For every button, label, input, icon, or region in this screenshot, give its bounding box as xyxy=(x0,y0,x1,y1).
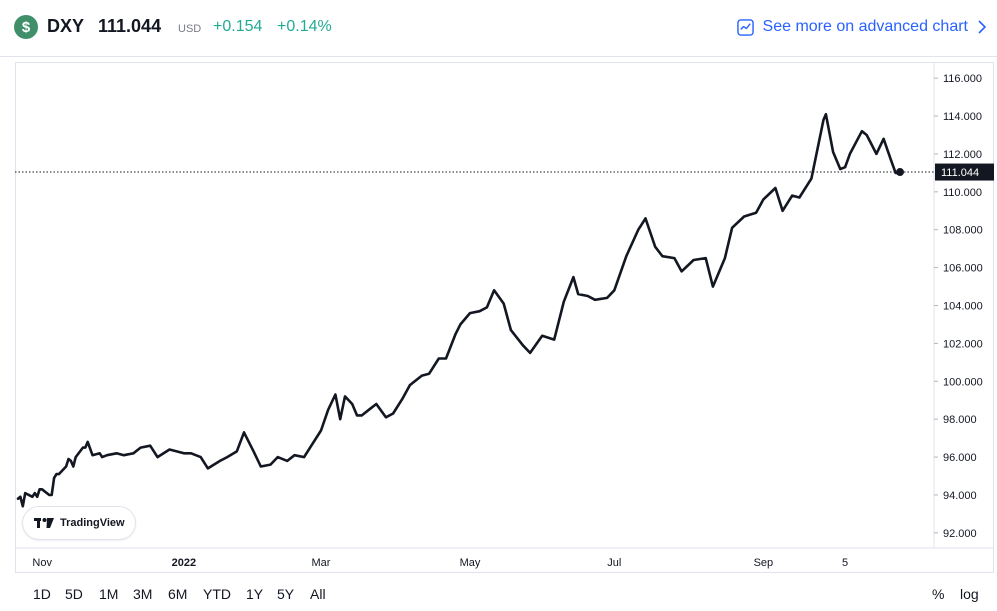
percent-scale-button[interactable]: % xyxy=(932,586,945,602)
currency-label: USD xyxy=(178,23,202,35)
chart-icon xyxy=(736,18,754,36)
last-price-dot xyxy=(896,168,904,177)
price-tick-label: 114.000 xyxy=(943,111,982,123)
time-tick-label: Sep xyxy=(754,557,774,569)
price-scale[interactable]: 116.000 114.000 112.000 110.000 108.000 106.0… xyxy=(934,73,983,540)
chevron-right-icon xyxy=(978,20,987,34)
price-tick-label: 108.000 xyxy=(943,225,983,237)
price-tick-label: 104.000 xyxy=(943,301,983,313)
tradingview-icon xyxy=(34,518,54,528)
tradingview-logo[interactable]: TradingView xyxy=(23,507,135,539)
time-tick-label: Nov xyxy=(32,557,52,569)
range-toolbar: 1D 5D 1M 3M 6M YTD 1Y 5Y All % log xyxy=(0,580,997,611)
price-tick-label: 116.000 xyxy=(943,73,982,85)
time-tick-label: Jul xyxy=(607,557,621,569)
time-scale[interactable]: Nov 2022 Mar May Jul Sep 5 xyxy=(32,557,848,569)
price-tick-label: 110.000 xyxy=(943,187,982,199)
range-6m-button[interactable]: 6M xyxy=(168,586,188,602)
time-tick-label: Mar xyxy=(311,557,330,569)
last-price-label-box xyxy=(935,163,994,181)
time-tick-label: 5 xyxy=(842,557,848,569)
advanced-chart-label: See more on advanced chart xyxy=(762,18,968,35)
price-tick-label: 94.000 xyxy=(943,490,977,502)
advanced-chart-link[interactable]: See more on advanced chart xyxy=(736,14,987,40)
price-chart[interactable]: 116.000 114.000 112.000 110.000 108.000 106.0… xyxy=(0,0,997,580)
time-tick-label: 2022 xyxy=(172,557,196,569)
last-price-label-group: 111.044 xyxy=(935,163,994,181)
range-5y-button[interactable]: 5Y xyxy=(277,586,295,602)
chart-pane[interactable] xyxy=(15,62,994,573)
price-tick-label: 106.000 xyxy=(943,263,983,275)
symbol-header: $ DXY 111.044 USD +0.154 +0.14% See more… xyxy=(0,0,997,57)
last-price: 111.044 xyxy=(98,16,162,36)
range-3m-button[interactable]: 3M xyxy=(133,586,153,602)
dollar-icon: $ xyxy=(14,15,38,39)
price-series-line xyxy=(16,112,900,508)
price-tick-label: 112.000 xyxy=(943,149,982,161)
symbol-name: DXY xyxy=(47,16,85,36)
price-tick-label: 102.000 xyxy=(943,338,983,350)
range-5d-button[interactable]: 5D xyxy=(65,586,83,602)
tradingview-label: TradingView xyxy=(60,517,125,529)
log-scale-button[interactable]: log xyxy=(960,586,979,602)
price-change-percent: +0.14% xyxy=(277,18,332,35)
price-change: +0.154 xyxy=(213,18,263,35)
range-ytd-button[interactable]: YTD xyxy=(203,586,231,602)
price-tick-label: 92.000 xyxy=(943,528,977,540)
price-tick-label: 96.000 xyxy=(943,452,977,464)
range-all-button[interactable]: All xyxy=(310,586,326,602)
last-price-label: 111.044 xyxy=(941,167,979,179)
range-1d-button[interactable]: 1D xyxy=(33,586,51,602)
price-tick-label: 100.000 xyxy=(943,376,983,388)
range-1y-button[interactable]: 1Y xyxy=(246,586,264,602)
price-tick-label: 98.000 xyxy=(943,414,977,426)
range-1m-button[interactable]: 1M xyxy=(99,586,119,602)
time-tick-label: May xyxy=(460,557,481,569)
